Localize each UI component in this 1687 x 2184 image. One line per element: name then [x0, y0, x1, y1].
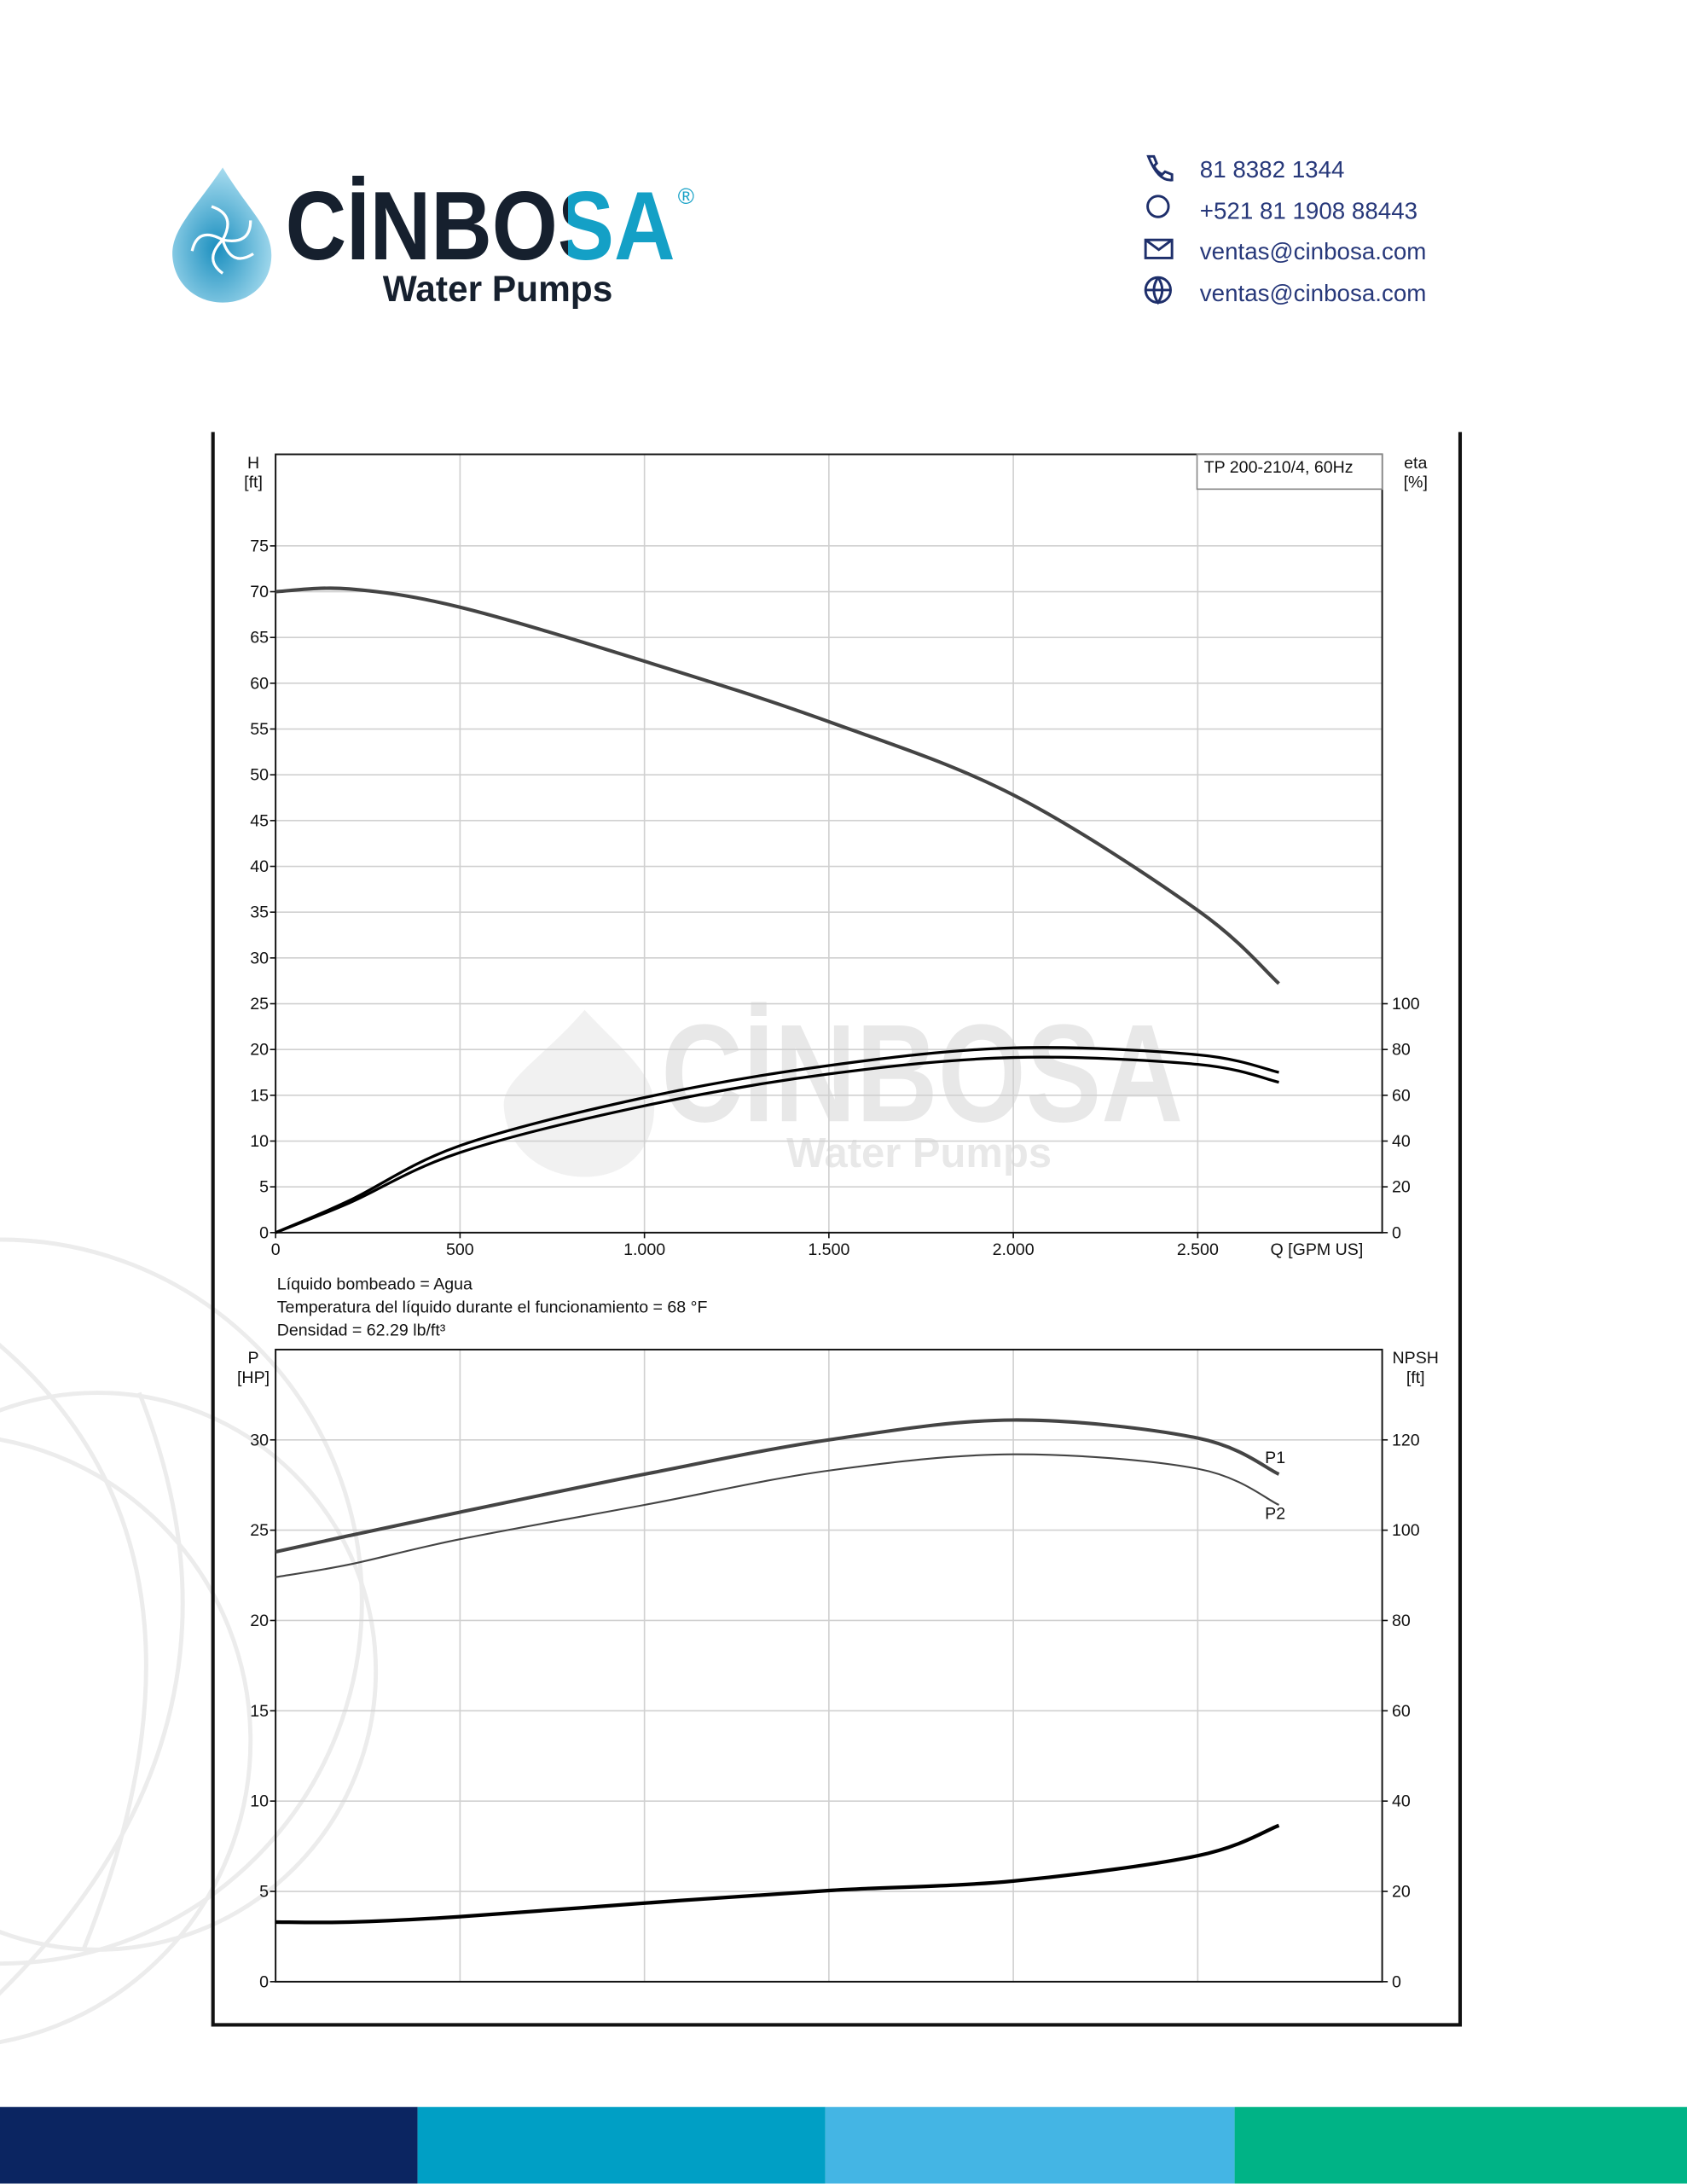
y-tick-label: 65 — [250, 629, 269, 648]
y-tick-label: 5 — [259, 1178, 269, 1197]
y-axis-label: H — [247, 454, 259, 473]
y-tick-label: 50 — [250, 766, 269, 785]
background-ornament — [0, 1237, 378, 2044]
x-axis-label: Q [GPM US] — [1270, 1240, 1363, 1259]
series-label: P2 — [1265, 1504, 1285, 1523]
y-tick-label: 45 — [250, 811, 269, 830]
y-tick-label: 10 — [250, 1792, 269, 1811]
logo-registered: ® — [678, 183, 694, 209]
y2-tick-label: 120 — [1392, 1431, 1420, 1449]
y2-axis-label: eta — [1404, 454, 1427, 473]
curve — [275, 586, 1280, 985]
y-axis-label: P — [247, 1349, 258, 1368]
y2-axis-label: NPSH — [1393, 1349, 1439, 1368]
watermark-text: CİNBOSA — [661, 995, 1183, 1151]
y2-tick-label: 60 — [1392, 1086, 1411, 1105]
curve — [275, 1055, 1279, 1234]
footer-bar — [825, 2106, 1235, 2184]
frame — [211, 432, 1463, 2027]
y-axis-label: [ft] — [244, 473, 263, 492]
y2-tick-label: 80 — [1392, 1041, 1411, 1060]
y-tick-label: 15 — [250, 1702, 269, 1721]
contact-text: +521 81 1908 88443 — [1200, 198, 1417, 224]
y-tick-label: 15 — [250, 1086, 269, 1105]
curve — [275, 1046, 1279, 1234]
logo-text: CİNBOSA — [286, 172, 675, 281]
fluid-note: Temperatura del líquido durante el funci… — [277, 1298, 708, 1317]
contact-icons — [1144, 154, 1174, 305]
contact-text: 81 8382 1344 — [1200, 156, 1345, 183]
y2-tick-label: 100 — [1392, 1521, 1420, 1540]
y2-tick-label: 100 — [1392, 995, 1420, 1014]
y2-axis-label: [ft] — [1406, 1368, 1425, 1387]
logo-tagline: Water Pumps — [383, 269, 613, 309]
charts: 0510152025303540455055606570750204060801… — [237, 453, 1439, 1991]
y-tick-label: 10 — [250, 1132, 269, 1151]
x-tick-label: 1.500 — [808, 1240, 849, 1259]
annotation: TP 200-210/4, 60Hz — [1204, 458, 1354, 477]
footer-bar — [0, 2106, 418, 2184]
y2-tick-label: 60 — [1392, 1702, 1411, 1721]
y2-axis-label: [%] — [1404, 473, 1428, 492]
logo: CİNBOSA ® Water Pumps — [172, 167, 694, 309]
y-tick-label: 55 — [250, 720, 269, 739]
y-tick-label: 5 — [259, 1883, 269, 1902]
y2-tick-label: 80 — [1392, 1612, 1411, 1630]
series-label: P1 — [1265, 1449, 1285, 1467]
y-tick-label: 30 — [250, 1431, 269, 1449]
y-tick-label: 35 — [250, 903, 269, 922]
x-tick-label: 0 — [271, 1240, 281, 1259]
phone-icon — [1146, 154, 1174, 182]
contact-text: ventas@cinbosa.com — [1200, 280, 1427, 306]
y-tick-label: 20 — [250, 1612, 269, 1630]
y-tick-label: 0 — [259, 1223, 269, 1242]
plot-frame — [275, 453, 1383, 1234]
y-tick-label: 20 — [250, 1041, 269, 1060]
annotation-box — [1196, 453, 1383, 491]
x-tick-label: 2.500 — [1177, 1240, 1219, 1259]
contacts: 81 8382 1344 +521 81 1908 88443 ventas@cin… — [1200, 156, 1427, 306]
footer-bar — [1234, 2106, 1687, 2184]
y-tick-label: 0 — [259, 1972, 269, 1991]
y-tick-label: 60 — [250, 674, 269, 693]
y-tick-label: 25 — [250, 995, 269, 1014]
curve — [275, 1418, 1280, 1554]
y2-tick-label: 0 — [1392, 1972, 1401, 1991]
watermark: CİNBOSA Water Pumps — [503, 995, 1183, 1177]
y-tick-label: 30 — [250, 949, 269, 967]
y2-tick-label: 20 — [1392, 1178, 1411, 1197]
y-axis-label: [HP] — [237, 1368, 270, 1387]
footer-bar — [417, 2106, 826, 2184]
whatsapp-icon — [1146, 195, 1170, 218]
fluid-note: Densidad = 62.29 lb/ft³ — [277, 1321, 446, 1340]
curve — [275, 1823, 1280, 1925]
y-tick-label: 25 — [250, 1521, 269, 1540]
y2-tick-label: 20 — [1392, 1883, 1411, 1902]
mail-icon — [1144, 238, 1174, 259]
watermark-tagline: Water Pumps — [786, 1130, 1052, 1176]
y-tick-label: 70 — [250, 583, 269, 601]
y2-tick-label: 40 — [1392, 1792, 1411, 1811]
contact-text: ventas@cinbosa.com — [1200, 238, 1427, 264]
y2-tick-label: 40 — [1392, 1132, 1411, 1151]
logo-spiral — [190, 205, 254, 275]
plot-frame — [275, 1348, 1383, 1983]
y-tick-label: 40 — [250, 857, 269, 876]
x-tick-label: 500 — [446, 1240, 474, 1259]
curve — [275, 1453, 1279, 1578]
x-tick-label: 1.000 — [623, 1240, 665, 1259]
y-tick-label: 75 — [250, 537, 269, 555]
fluid-note: Líquido bombeado = Agua — [277, 1275, 472, 1294]
y2-tick-label: 0 — [1392, 1223, 1401, 1242]
x-tick-label: 2.000 — [993, 1240, 1035, 1259]
logo-drop — [172, 167, 272, 303]
